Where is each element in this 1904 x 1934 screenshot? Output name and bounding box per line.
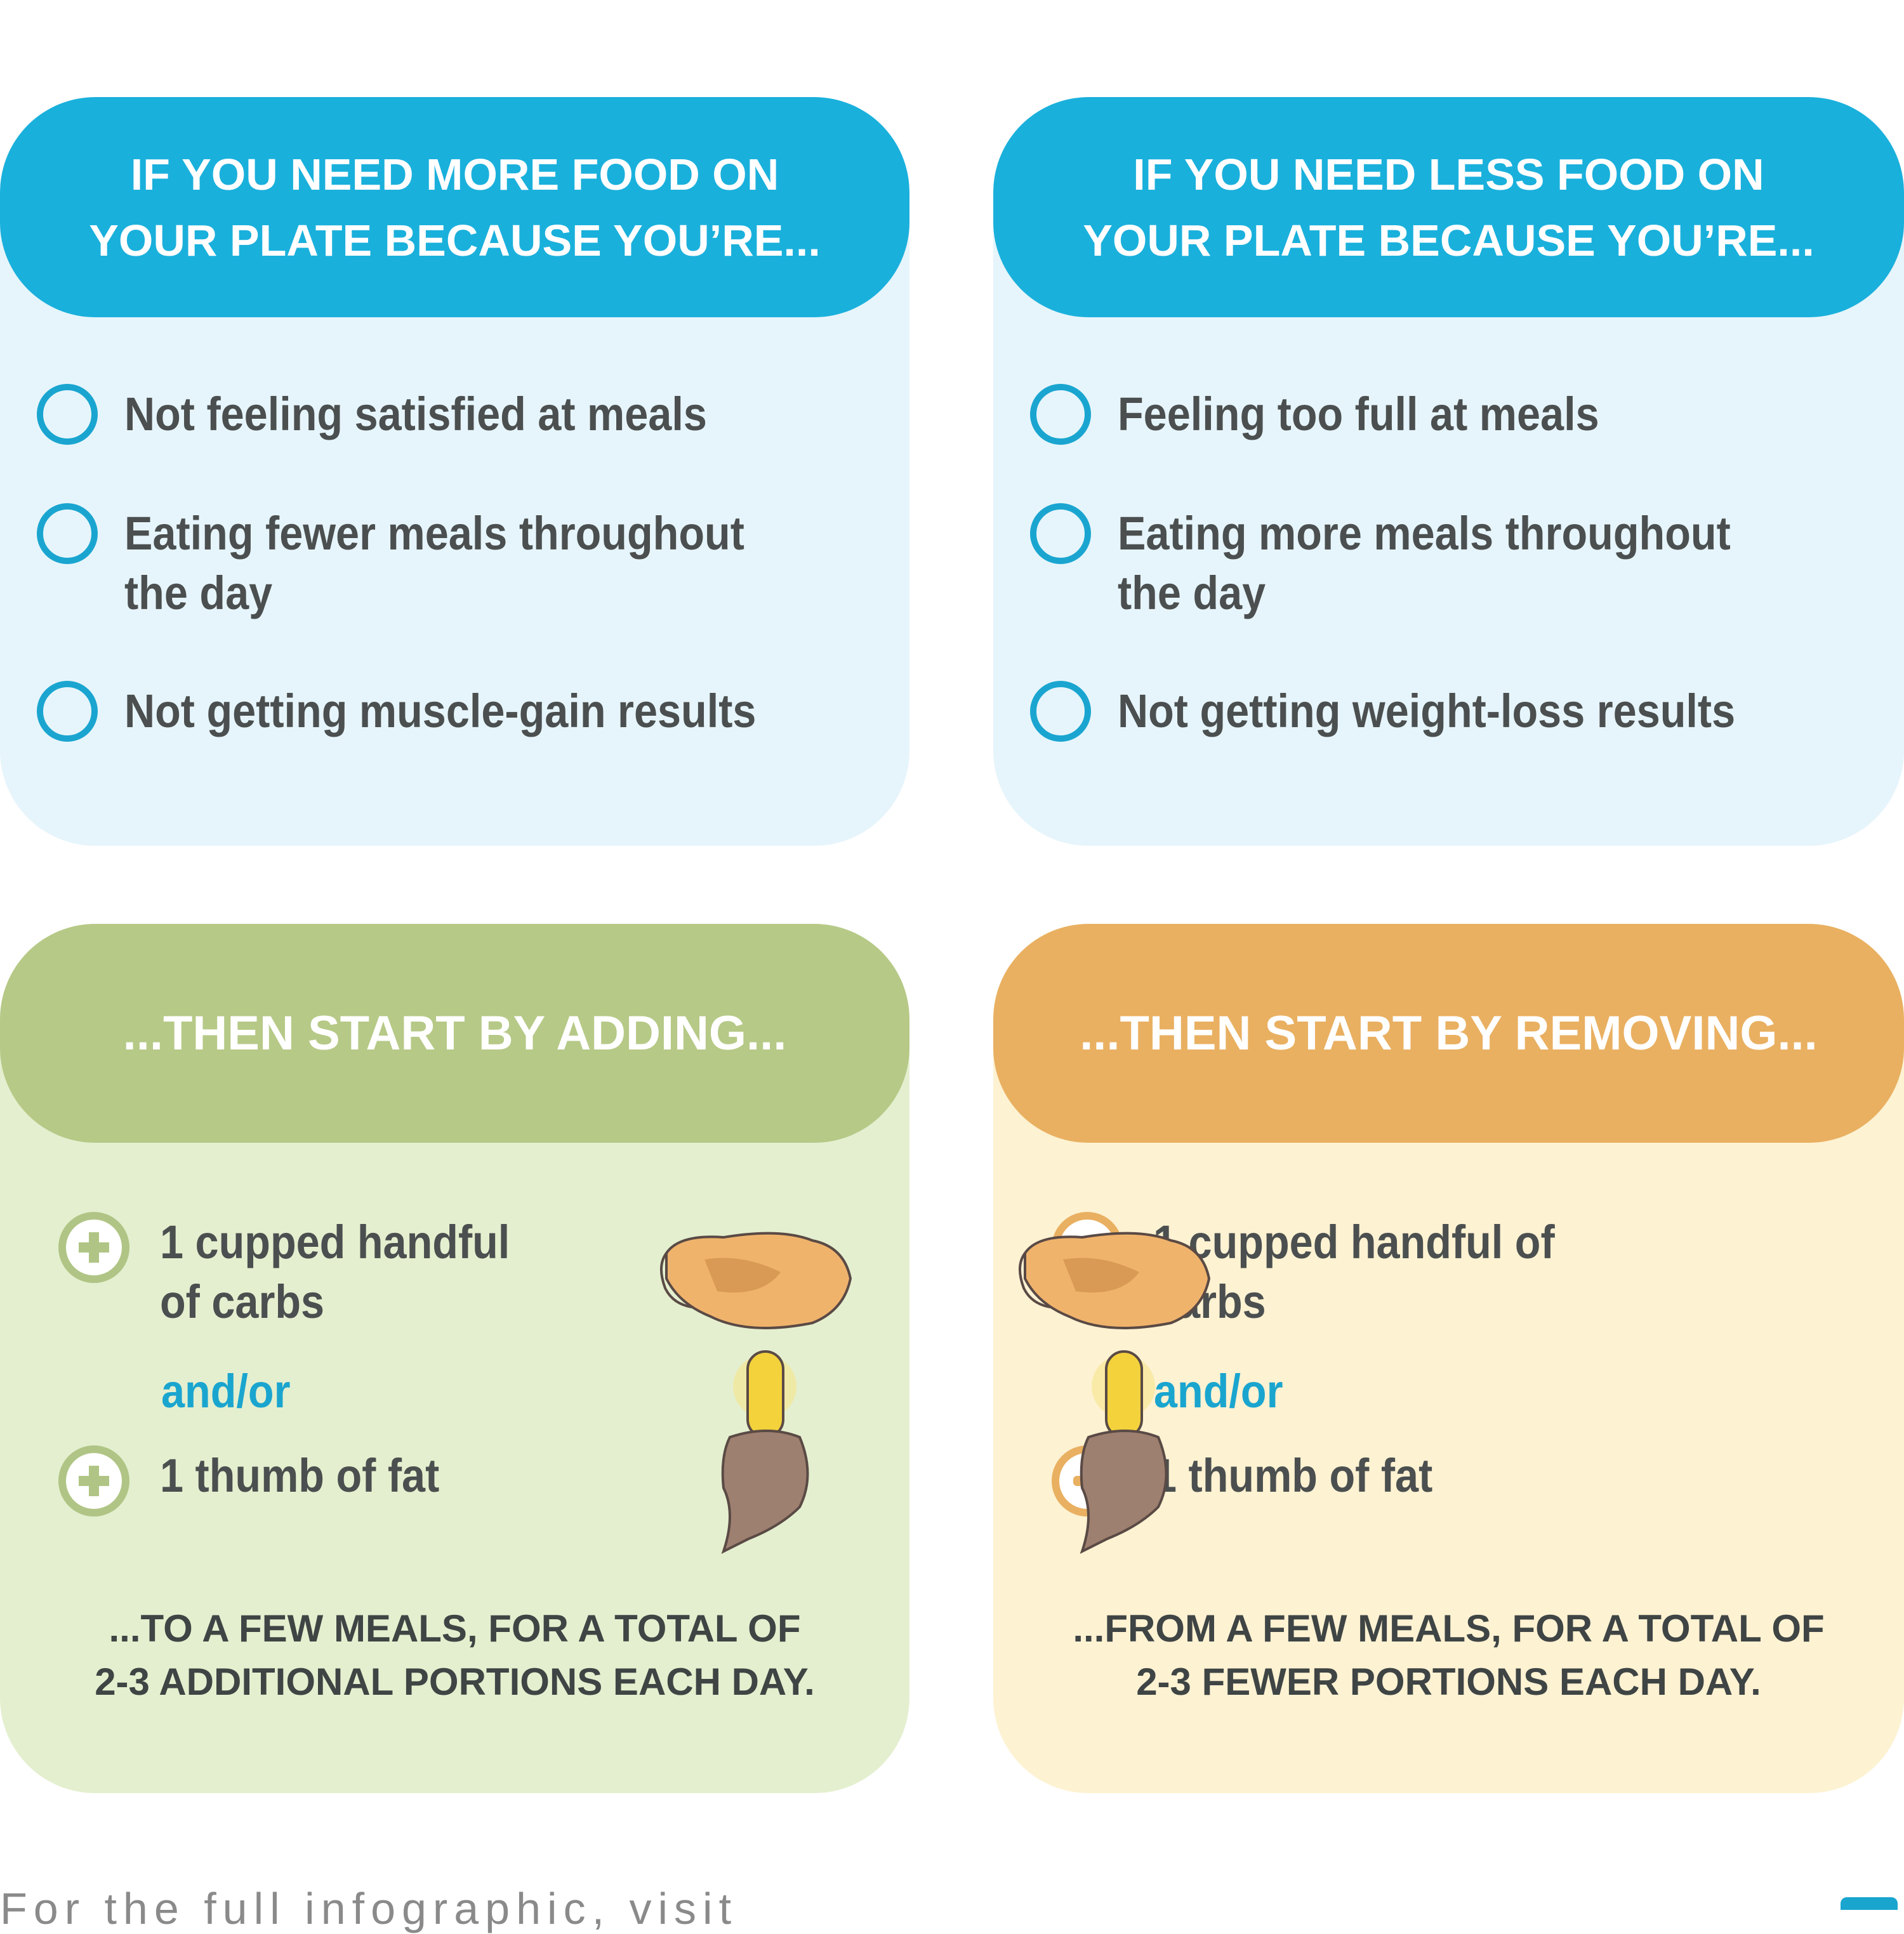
thumb-icon (721, 1350, 809, 1554)
more-food-card: IF YOU NEED MORE FOOD ON YOUR PLATE BECA… (0, 97, 909, 846)
list-item[interactable]: Not feeling satisfied at meals (37, 384, 772, 445)
and-or-label: and/or (161, 1365, 291, 1418)
thumb-icon (1080, 1350, 1168, 1554)
add-fat-item: 1 thumb of fat (58, 1445, 470, 1516)
cupped-hand-icon (660, 1232, 852, 1329)
footer-line: ...TO A FEW MEALS, FOR A TOTAL OF (109, 1607, 801, 1650)
add-carbs-item: 1 cupped handful of carbs (58, 1212, 549, 1331)
item-text: Eating fewer meals throughout (124, 507, 744, 560)
item-text: Not getting muscle-gain results (124, 685, 757, 737)
list-item[interactable]: Feeling too full at meals (1030, 384, 1653, 445)
footer-line: 2-3 ADDITIONAL PORTIONS EACH DAY. (95, 1661, 815, 1703)
item-text: 1 cupped handful (160, 1216, 510, 1268)
header-line: YOUR PLATE BECAUSE YOU’RE... (89, 215, 821, 265)
circle-checkbox-icon[interactable] (37, 681, 98, 742)
item-text: Not getting weight-loss results (1118, 685, 1736, 737)
circle-checkbox-icon[interactable] (37, 384, 98, 445)
adding-header: ...THEN START BY ADDING... (0, 924, 909, 1143)
header-line: YOUR PLATE BECAUSE YOU’RE... (1083, 215, 1815, 265)
item-text: the day (124, 567, 273, 619)
less-food-header: IF YOU NEED LESS FOOD ON YOUR PLATE BECA… (993, 97, 1904, 317)
item-text: Eating more meals throughout (1118, 507, 1731, 560)
list-item[interactable]: Not getting muscle-gain results (37, 681, 826, 742)
header-text: ...THEN START BY REMOVING... (1080, 1006, 1818, 1060)
removing-header: ...THEN START BY REMOVING... (993, 924, 1904, 1143)
circle-checkbox-icon[interactable] (1030, 503, 1091, 564)
less-food-card: IF YOU NEED LESS FOOD ON YOUR PLATE BECA… (993, 97, 1904, 846)
item-text: the day (1118, 567, 1266, 619)
and-or-label: and/or (1154, 1365, 1283, 1418)
header-line: IF YOU NEED MORE FOOD ON (130, 149, 779, 199)
header-line: IF YOU NEED LESS FOOD ON (1133, 149, 1764, 199)
circle-checkbox-icon[interactable] (37, 503, 98, 564)
list-item[interactable]: Eating more meals throughout the day (1030, 503, 1799, 622)
circle-checkbox-icon[interactable] (1030, 384, 1091, 445)
circle-checkbox-icon[interactable] (1030, 681, 1091, 742)
link-badge (1841, 1897, 1898, 1910)
cupped-hand-icon (1019, 1232, 1211, 1329)
more-food-header: IF YOU NEED MORE FOOD ON YOUR PLATE BECA… (0, 97, 909, 317)
item-text: 1 thumb of fat (160, 1449, 440, 1502)
item-text: of carbs (160, 1275, 325, 1328)
item-text: 1 thumb of fat (1153, 1449, 1433, 1502)
footer-line: ...FROM A FEW MEALS, FOR A TOTAL OF (1073, 1607, 1825, 1650)
item-text: 1 cupped handful of (1153, 1216, 1555, 1268)
infographic-link-text: For the full infographic, visit (0, 1884, 738, 1933)
removing-footer: ...FROM A FEW MEALS, FOR A TOTAL OF 2-3 F… (993, 1602, 1904, 1709)
plus-icon (58, 1445, 129, 1516)
item-text: Not feeling satisfied at meals (124, 388, 707, 440)
item-text: Feeling too full at meals (1118, 388, 1599, 440)
list-item[interactable]: Not getting weight-loss results (1030, 681, 1804, 742)
adding-footer: ...TO A FEW MEALS, FOR A TOTAL OF 2-3 ADD… (0, 1602, 909, 1709)
list-item[interactable]: Eating fewer meals throughout the day (37, 503, 813, 622)
plus-icon (58, 1212, 129, 1283)
removing-card: ...THEN START BY REMOVING... (993, 924, 1904, 1793)
footer-line: 2-3 FEWER PORTIONS EACH DAY. (1136, 1661, 1761, 1703)
header-text: ...THEN START BY ADDING... (122, 1006, 787, 1060)
